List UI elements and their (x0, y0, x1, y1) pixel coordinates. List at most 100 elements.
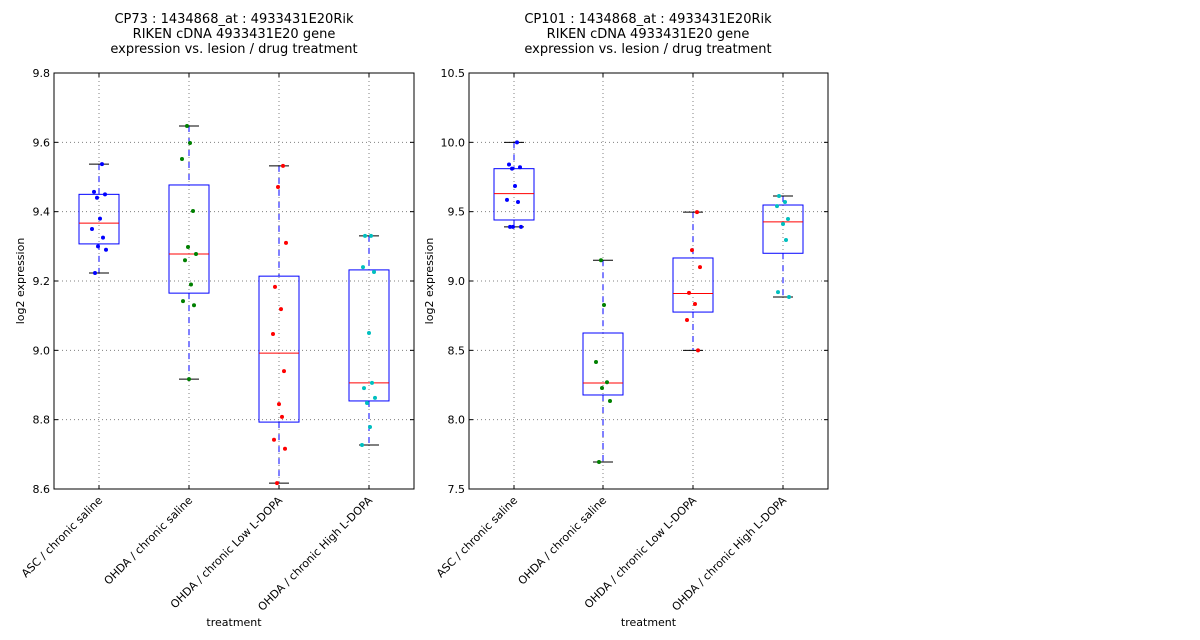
data-point (776, 290, 780, 295)
data-point (698, 265, 702, 270)
data-point (602, 302, 606, 307)
data-point (93, 271, 97, 276)
data-point (187, 377, 191, 382)
data-point (272, 437, 276, 442)
data-point (192, 303, 196, 308)
box-iqr (348, 269, 390, 402)
data-point (273, 284, 277, 289)
y-tick-label: 9.5 (448, 206, 466, 219)
data-point (372, 269, 376, 274)
data-point (505, 197, 509, 202)
data-point (685, 317, 689, 322)
y-tick-label: 9.4 (33, 206, 51, 219)
data-point (100, 162, 104, 167)
data-point (367, 331, 371, 335)
y-tick-label: 10.0 (441, 136, 466, 149)
data-point (194, 251, 198, 256)
data-point (516, 199, 520, 204)
plot-frame (468, 72, 829, 490)
data-point (181, 299, 185, 304)
data-point (696, 348, 700, 353)
data-point (783, 199, 787, 204)
x-axis-label: treatment (206, 616, 262, 629)
data-point (695, 210, 699, 215)
chart-panel-2: CP101 : 1434868_at : 4933431E20RikRIKEN … (423, 12, 829, 629)
box-4 (762, 195, 804, 298)
y-axis-label: log2 expression (14, 238, 27, 325)
data-point (507, 162, 511, 167)
data-point (186, 245, 190, 250)
data-point (781, 222, 785, 227)
y-tick-label: 7.5 (448, 483, 466, 496)
data-point (361, 265, 365, 270)
data-point (608, 398, 612, 403)
data-point (188, 141, 192, 146)
y-tick-label: 9.0 (448, 275, 466, 288)
chart-title-line: CP101 : 1434868_at : 4933431E20Rik (524, 12, 772, 27)
data-point (191, 208, 195, 213)
data-point (687, 290, 691, 295)
data-point (599, 258, 603, 263)
y-tick-label: 8.6 (33, 483, 51, 496)
box-2 (168, 125, 210, 380)
data-point (373, 395, 377, 400)
box-iqr (582, 332, 624, 396)
data-point (519, 224, 523, 229)
data-point (594, 359, 598, 364)
y-tick-label: 8.8 (33, 414, 51, 427)
x-tick-label: ASC / chronic saline (19, 494, 105, 580)
box-iqr (258, 275, 300, 423)
data-point (600, 386, 604, 391)
data-point (277, 402, 281, 407)
data-point (515, 140, 519, 145)
data-point (365, 401, 369, 406)
x-tick-label: OHDA / chronic saline (102, 494, 196, 588)
data-point (360, 442, 364, 447)
box-iqr (672, 257, 714, 313)
data-point (368, 424, 372, 429)
data-point (363, 233, 367, 238)
data-point (508, 224, 512, 229)
data-point (95, 195, 99, 200)
data-point (597, 459, 601, 464)
data-point (183, 258, 187, 263)
data-point (90, 227, 94, 231)
data-point (786, 217, 790, 222)
chart-title-line: expression vs. lesion / drug treatment (524, 42, 771, 57)
data-point (370, 380, 374, 385)
box-4 (348, 235, 390, 446)
x-tick-label: ASC / chronic saline (434, 494, 520, 580)
chart-title-line: CP73 : 1434868_at : 4933431E20Rik (114, 12, 354, 27)
box-iqr (493, 168, 535, 221)
data-point (511, 224, 515, 229)
x-tick-label: OHDA / chronic saline (516, 494, 610, 588)
data-point (777, 193, 781, 198)
data-point (101, 235, 105, 240)
y-tick-label: 8.0 (448, 414, 466, 427)
data-point (284, 240, 288, 245)
data-point (96, 244, 100, 249)
data-point (180, 156, 184, 161)
data-point (693, 302, 697, 307)
x-axis-label: treatment (621, 616, 677, 629)
y-tick-label: 10.5 (441, 67, 466, 80)
box-3 (258, 165, 300, 484)
y-tick-label: 8.5 (448, 344, 466, 357)
data-point (104, 247, 108, 252)
y-tick-label: 9.8 (33, 67, 51, 80)
data-point (189, 282, 193, 287)
data-point (98, 216, 102, 221)
data-point (279, 307, 283, 312)
data-point (690, 248, 694, 253)
data-point (775, 204, 779, 209)
box-iqr (78, 193, 120, 245)
data-point (362, 386, 366, 391)
data-point (369, 233, 373, 238)
data-point (276, 185, 280, 190)
data-point (513, 184, 517, 189)
data-point (92, 189, 96, 194)
box-iqr (168, 184, 210, 294)
y-tick-label: 9.2 (33, 275, 51, 288)
data-point (280, 414, 284, 419)
